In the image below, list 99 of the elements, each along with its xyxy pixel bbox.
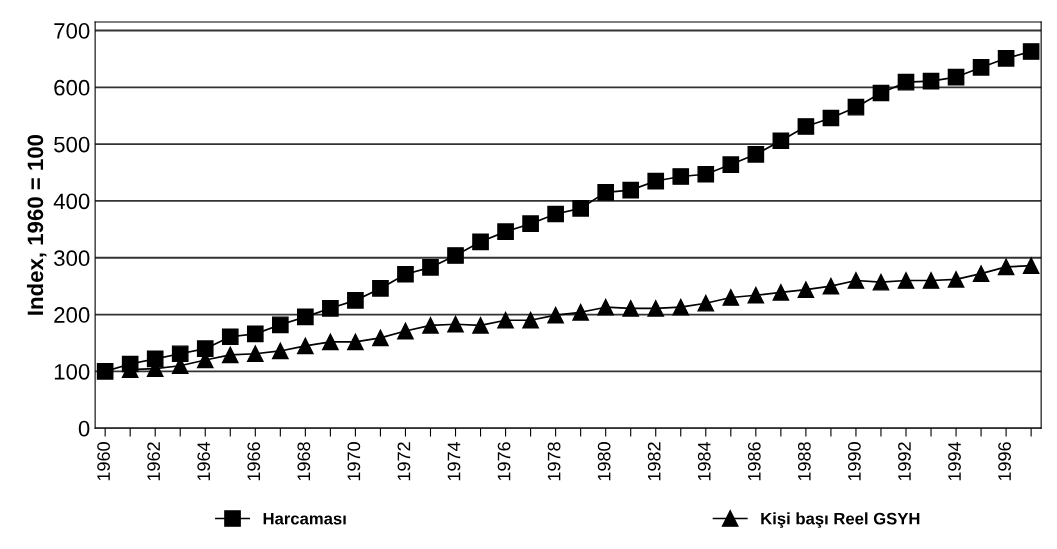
point — [597, 298, 615, 316]
point — [322, 299, 339, 317]
y-tick-label: 300 — [54, 250, 90, 267]
point — [497, 311, 514, 329]
point — [997, 258, 1015, 276]
point — [246, 325, 264, 343]
point — [872, 84, 890, 102]
point — [972, 59, 990, 76]
point — [397, 265, 414, 283]
point — [422, 317, 439, 334]
point — [522, 311, 539, 329]
x-tick-label: 1996 — [998, 442, 1011, 481]
point — [1022, 257, 1040, 275]
point — [271, 316, 289, 334]
point — [171, 345, 189, 363]
point — [447, 315, 464, 333]
point — [747, 146, 765, 163]
y-tick-label: 200 — [54, 307, 90, 323]
point — [747, 286, 765, 304]
x-tick-label: 1976 — [497, 442, 511, 481]
y-tick-label: 600 — [54, 79, 90, 96]
point — [547, 205, 564, 223]
x-tick-label: 1992 — [898, 442, 911, 481]
point — [772, 284, 790, 301]
point — [96, 363, 114, 380]
point — [947, 271, 965, 288]
point — [697, 294, 715, 312]
y-tick-label: 100 — [54, 363, 90, 380]
point — [347, 333, 364, 351]
x-tick-label: 1960 — [97, 442, 110, 481]
point — [322, 333, 339, 351]
point — [221, 328, 239, 346]
point — [372, 280, 389, 297]
point — [997, 49, 1015, 67]
y-tick-label: 0 — [78, 420, 90, 437]
point — [647, 172, 665, 190]
y-tick-label: 500 — [54, 136, 90, 153]
x-tick-label: 1984 — [697, 441, 711, 481]
point — [297, 308, 314, 326]
legend-label: Harcaması — [263, 512, 346, 525]
y-tick-label: 400 — [53, 193, 90, 210]
x-tick-label: 1990 — [848, 442, 861, 481]
point — [872, 273, 890, 291]
point — [947, 68, 965, 86]
point — [572, 303, 589, 321]
point — [271, 342, 289, 360]
point — [722, 156, 740, 173]
point — [847, 272, 865, 289]
point — [221, 346, 239, 364]
x-tick-label: 1986 — [747, 442, 761, 481]
legend-label: Kişi başı Reel GSYH — [761, 512, 920, 528]
x-tick-label: 1970 — [347, 442, 361, 481]
point — [297, 337, 314, 355]
point — [922, 72, 940, 90]
x-tick-label: 1980 — [597, 442, 611, 481]
x-tick-label: 1962 — [147, 442, 161, 481]
x-tick-label: 1964 — [197, 441, 211, 481]
point — [672, 298, 690, 316]
point — [347, 292, 364, 309]
point — [196, 340, 214, 358]
point — [1022, 43, 1040, 60]
point — [472, 233, 489, 251]
point — [722, 289, 740, 306]
x-tick-label: 1974 — [447, 441, 461, 481]
point — [447, 247, 464, 264]
point — [797, 118, 815, 135]
point — [772, 132, 790, 150]
y-tick-label: 700 — [54, 23, 90, 39]
point — [547, 306, 564, 324]
x-tick-label: 1972 — [397, 442, 411, 481]
point — [622, 299, 640, 317]
point — [847, 98, 865, 116]
point — [472, 317, 489, 334]
point — [497, 223, 514, 240]
point — [246, 345, 264, 363]
point — [697, 165, 715, 183]
point — [897, 73, 915, 91]
point — [672, 168, 690, 185]
point — [972, 265, 990, 283]
point — [822, 277, 840, 295]
x-tick-label: 1978 — [547, 442, 561, 481]
point — [922, 272, 940, 289]
y-axis-title: Index, 1960 = 100 — [26, 134, 47, 315]
point — [597, 184, 615, 201]
x-tick-label: 1988 — [797, 442, 811, 481]
point — [797, 281, 815, 298]
point — [647, 299, 665, 317]
x-tick-label: 1994 — [948, 441, 961, 481]
x-tick-label: 1982 — [647, 442, 661, 481]
point — [622, 181, 640, 199]
x-tick-label: 1968 — [297, 442, 311, 481]
point — [897, 272, 915, 289]
point — [397, 322, 414, 340]
point — [522, 215, 539, 233]
point — [422, 259, 439, 276]
point — [822, 109, 840, 127]
point — [372, 329, 389, 347]
x-tick-label: 1966 — [247, 442, 261, 481]
point — [572, 199, 589, 217]
